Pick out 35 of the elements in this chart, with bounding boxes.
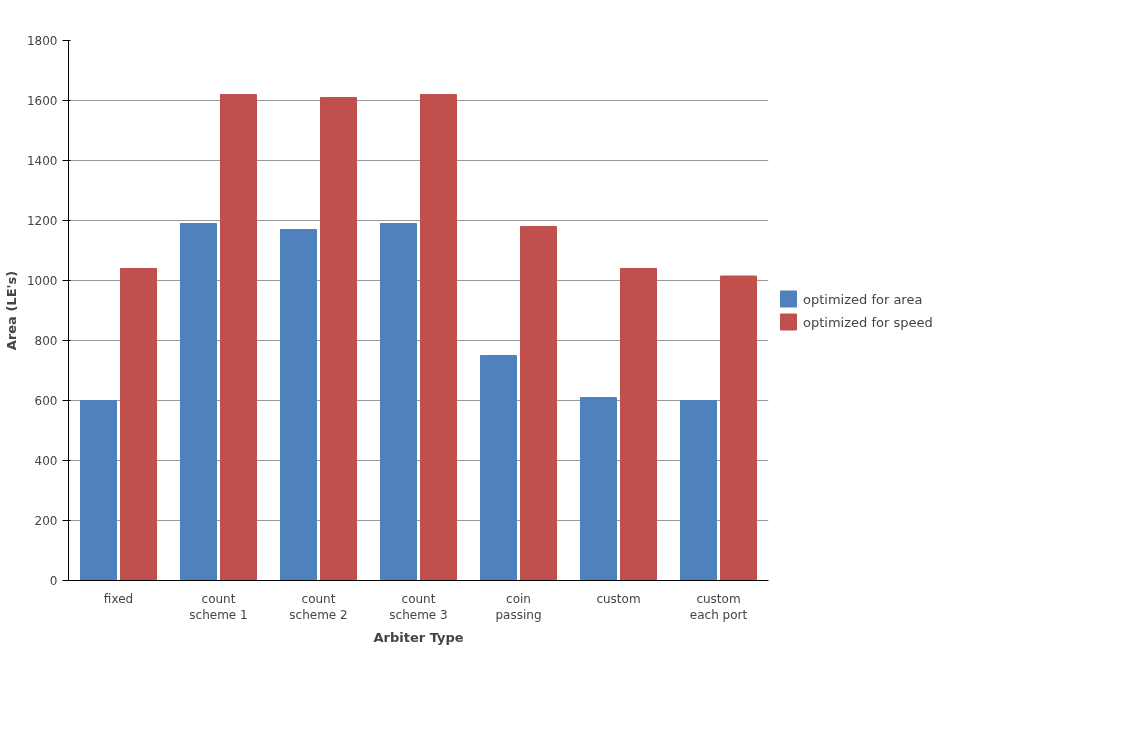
bar bbox=[180, 223, 217, 581]
bar bbox=[480, 355, 517, 581]
x-tick-label: count scheme 3 bbox=[389, 591, 448, 623]
bar bbox=[280, 229, 317, 581]
y-tick-label: 1000 bbox=[26, 274, 58, 288]
x-axis-title: Arbiter Type bbox=[373, 630, 464, 646]
y-tick-label: 1200 bbox=[26, 214, 58, 228]
x-tick-label: custom bbox=[596, 591, 641, 606]
y-tick-label: 800 bbox=[34, 334, 58, 348]
y-tick-label: 1400 bbox=[26, 154, 58, 168]
y-tick-label: 200 bbox=[34, 514, 58, 528]
bar bbox=[520, 226, 557, 581]
bar bbox=[580, 397, 617, 581]
y-tick-label: 400 bbox=[34, 454, 58, 468]
y-tick-label: 600 bbox=[34, 394, 58, 408]
legend-label: optimized for area bbox=[803, 291, 923, 306]
bar bbox=[320, 97, 357, 581]
y-tick-label: 0 bbox=[49, 574, 58, 588]
bar bbox=[720, 275, 757, 581]
x-tick-label: count scheme 2 bbox=[289, 591, 348, 623]
x-tick-label: count scheme 1 bbox=[189, 591, 248, 623]
y-tick-label: 1600 bbox=[26, 94, 58, 108]
bar bbox=[380, 223, 417, 581]
bar bbox=[120, 268, 157, 581]
x-tick-label: custom each port bbox=[689, 591, 748, 623]
x-tick-label: fixed bbox=[103, 591, 134, 606]
bar bbox=[620, 268, 657, 581]
bar bbox=[420, 94, 457, 581]
y-tick-label: 1800 bbox=[26, 34, 58, 48]
y-axis-title: Area (LE's) bbox=[3, 270, 19, 351]
bar bbox=[80, 400, 117, 581]
x-tick-label: coin passing bbox=[495, 591, 542, 623]
bar bbox=[220, 94, 257, 581]
legend-label: optimized for speed bbox=[803, 314, 933, 329]
bar bbox=[680, 400, 717, 581]
